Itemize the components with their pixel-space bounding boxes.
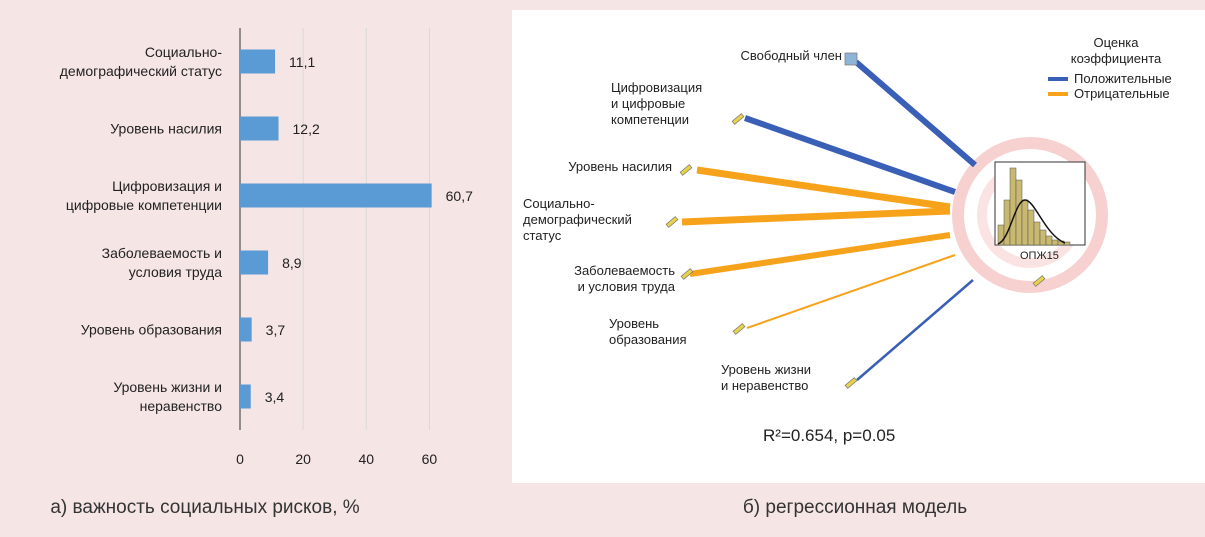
legend-label: Положительные — [1074, 71, 1172, 86]
legend-label: Отрицательные — [1074, 86, 1170, 101]
caption: б) регрессионная модель — [742, 497, 968, 518]
links — [681, 59, 977, 381]
y-tick-label: Уровень жизни и неравенство — [113, 378, 222, 414]
node-label: Свободный член — [740, 48, 842, 63]
bar — [240, 250, 269, 275]
value-label: 3,4 — [264, 388, 285, 405]
icons — [665, 52, 1046, 389]
x-tick-label: 60 — [421, 451, 438, 467]
node-label: Уровень жизни и неравенство — [721, 362, 812, 393]
legend-title: Оценка коэффициента — [1070, 35, 1162, 66]
bar — [240, 317, 252, 342]
x-tick-label: 20 — [295, 451, 311, 467]
node-label: Заболеваемость и условия труда — [574, 263, 675, 294]
target-label: ОПЖ15 — [1020, 250, 1059, 262]
value-label: 11,1 — [289, 53, 316, 70]
value-label: 3,7 — [265, 321, 286, 338]
y-tick-label: Заболеваемость и условия труда — [101, 244, 222, 280]
x-tick-label: 0 — [236, 451, 244, 467]
node-label: Социально- демографический статус — [523, 196, 632, 243]
bar — [240, 116, 279, 141]
bar — [240, 384, 251, 409]
node-label: Цифровизация и цифровые компетенции — [611, 80, 703, 127]
y-tick-label: Уровень образования — [80, 321, 222, 337]
value-label: 60,7 — [445, 187, 473, 204]
value-label: 8,9 — [282, 254, 302, 271]
statistic: R²=0.654, p=0.05 — [763, 426, 896, 445]
node-label: Уровень насилия — [568, 159, 672, 174]
bar — [240, 49, 276, 74]
bar — [240, 183, 432, 208]
y-tick-label: Социально- демографический статус — [59, 43, 222, 79]
histogram — [994, 161, 1086, 246]
y-tick-label: Цифровизация и цифровые компетенции — [65, 177, 222, 213]
value-label: 12,2 — [292, 120, 320, 137]
y-tick-label: Уровень насилия — [110, 120, 222, 136]
node-label: Уровень образования — [609, 316, 687, 347]
x-tick-label: 40 — [358, 451, 375, 467]
caption: а) важность социальных рисков, % — [50, 497, 360, 518]
